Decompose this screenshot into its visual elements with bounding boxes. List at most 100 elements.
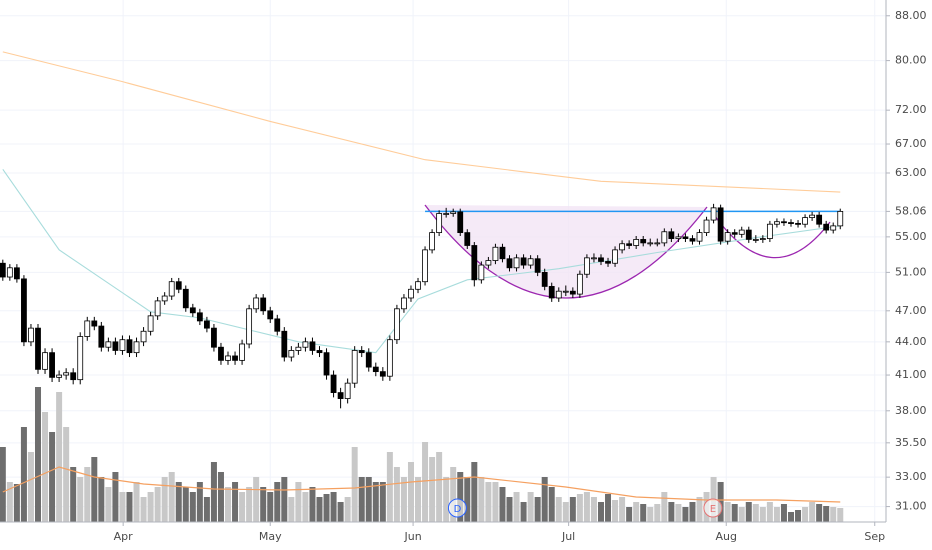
volume-bar	[837, 508, 844, 522]
candle-body	[218, 346, 224, 361]
volume-bar	[506, 497, 513, 522]
candle-body	[372, 366, 379, 373]
candle-body	[816, 214, 823, 225]
volume-bar	[182, 487, 189, 522]
volume-bar	[372, 482, 379, 522]
y-tick-label: 72.00	[895, 103, 927, 116]
volume-bar	[365, 477, 372, 522]
volume-bar	[513, 492, 520, 522]
volume-bar	[717, 482, 724, 522]
volume-bar	[457, 472, 464, 522]
volume-bar	[422, 442, 429, 522]
candle-body	[323, 352, 330, 376]
volume-bar	[478, 477, 485, 522]
volume-bar	[147, 492, 154, 522]
candle-body	[408, 288, 414, 299]
candle-body	[309, 341, 316, 351]
x-tick-label: Aug	[716, 530, 737, 543]
candle-body	[591, 257, 597, 260]
volume-bar	[267, 492, 274, 522]
candle-body	[478, 264, 485, 281]
volume-bar	[499, 487, 506, 522]
volume-bar	[429, 457, 436, 522]
volume-bar	[682, 507, 689, 522]
volume-bar	[766, 502, 773, 522]
volume-bar	[323, 494, 330, 522]
candle-body	[189, 307, 196, 314]
volume-bar	[295, 482, 302, 522]
candle-body	[267, 310, 274, 320]
candle-body	[457, 211, 464, 234]
candle-body	[56, 374, 63, 378]
candle-body	[837, 210, 844, 227]
volume-bar	[830, 507, 837, 522]
volume-bar	[260, 487, 267, 522]
volume-bar	[597, 502, 604, 522]
y-tick-label: 31.00	[895, 500, 927, 513]
candle-body	[429, 232, 435, 251]
candle-body	[344, 382, 351, 399]
y-tick-label: 47.00	[895, 304, 927, 317]
volume-bar	[668, 502, 675, 522]
candle-body	[717, 207, 724, 242]
candle-body	[562, 290, 569, 293]
candle-body	[492, 246, 499, 261]
candle-body	[506, 258, 513, 269]
candle-body	[598, 257, 604, 262]
event-label: E	[710, 504, 716, 515]
candle-body	[823, 223, 830, 231]
volume-bar	[633, 502, 640, 522]
candle-body	[63, 372, 70, 376]
candle-body	[316, 350, 323, 354]
volume-bar	[471, 462, 478, 522]
volume-bar	[42, 412, 49, 522]
candle-body	[415, 281, 421, 290]
y-tick-label: 80.00	[895, 54, 927, 67]
volume-bar	[84, 467, 91, 522]
candle-body	[464, 232, 471, 246]
candle-body	[13, 267, 20, 280]
y-tick-label: 33.00	[895, 470, 927, 483]
candle-body	[182, 288, 189, 309]
volume-bar	[605, 494, 612, 522]
candle-body	[513, 257, 520, 269]
volume-bar	[35, 387, 42, 522]
candle-body	[154, 300, 161, 317]
candle-body	[365, 352, 372, 368]
volume-bar	[464, 477, 471, 522]
candle-body	[752, 239, 759, 241]
candle-body	[302, 341, 309, 348]
volume-bar	[351, 447, 358, 522]
candle-body	[774, 221, 780, 225]
candle-body	[70, 372, 77, 381]
volume-bar	[105, 487, 112, 522]
volume-bar	[337, 502, 344, 522]
candle-body	[731, 232, 738, 235]
candle-body	[49, 352, 55, 378]
volume-bar	[112, 472, 119, 522]
candle-body	[640, 239, 647, 244]
candle-body	[246, 308, 253, 345]
candle-body	[203, 320, 210, 329]
candle-body	[394, 308, 400, 341]
volume-bar	[119, 492, 126, 522]
volume-bar	[70, 467, 77, 522]
volume-bar	[168, 472, 175, 522]
volume-bar	[724, 502, 731, 522]
volume-bar	[344, 497, 351, 522]
candle-body	[689, 238, 696, 242]
candle-body	[422, 249, 428, 283]
y-tick-label: 67.00	[895, 137, 927, 150]
volume-bar	[752, 504, 759, 522]
volume-bar	[13, 484, 20, 522]
volume-ma-line	[2, 466, 841, 503]
candle-body	[401, 297, 407, 310]
candle-body	[738, 229, 745, 235]
volume-bar	[288, 497, 295, 522]
candle-body	[626, 243, 633, 246]
candle-body	[386, 339, 393, 377]
volume-bar	[225, 487, 232, 522]
candle-body	[809, 214, 816, 218]
